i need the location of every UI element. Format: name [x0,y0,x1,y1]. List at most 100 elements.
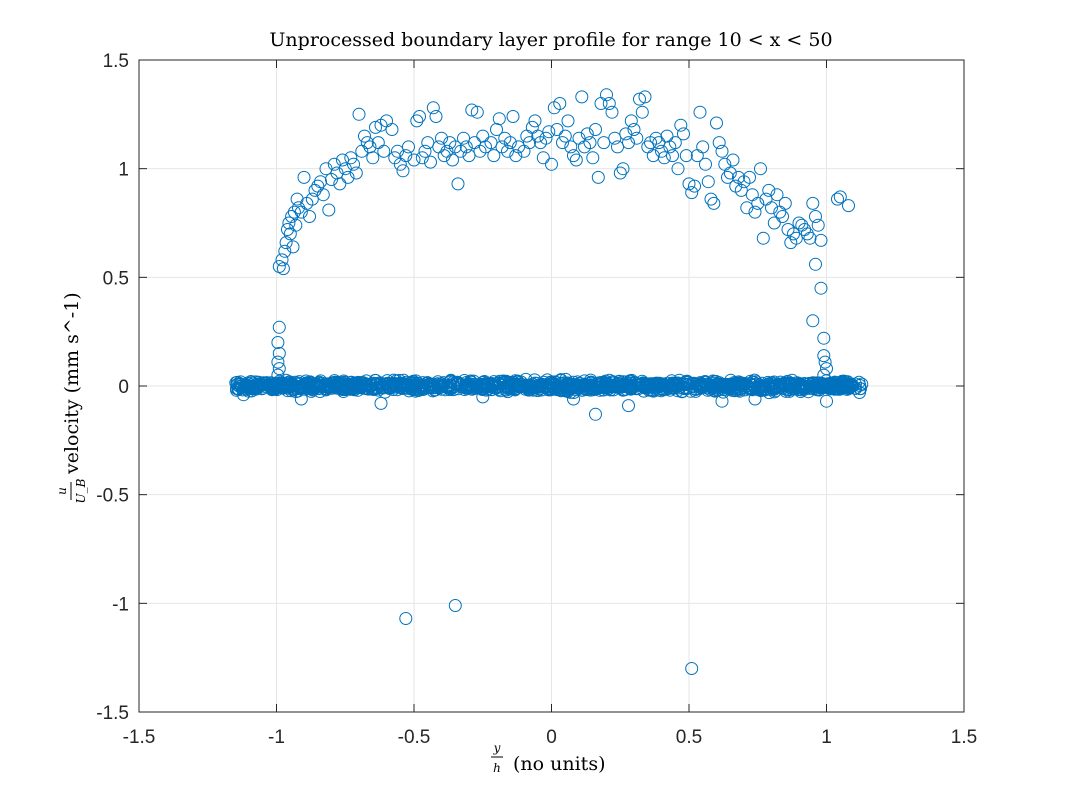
data-point [550,123,564,136]
data-point [671,162,685,176]
data-point [571,379,585,393]
data-point [735,379,748,392]
data-point [734,183,748,197]
data-point [391,144,404,158]
data-point [382,377,395,391]
y-tick-label: -1 [112,594,129,615]
data-point [633,92,646,106]
data-point [407,153,421,167]
data-point [374,396,388,410]
data-point [817,368,831,382]
data-point [704,192,718,206]
data-point [726,153,740,167]
data-point [457,131,470,145]
data-point [814,233,828,247]
data-point [611,140,624,154]
data-point [492,112,506,126]
x-tick-label: 1.5 [951,727,977,748]
data-point [313,381,327,395]
data-point [695,381,709,394]
data-point [341,170,355,184]
data-point [820,362,833,376]
data-point [232,376,246,390]
data-point [762,386,776,400]
data-point [385,123,399,136]
data-point [360,136,374,150]
data-point [399,612,413,625]
data-point [528,376,542,390]
data-point [552,383,566,397]
data-point [591,170,605,184]
data-point [282,216,296,230]
data-point [623,380,637,393]
data-point [272,362,286,376]
y-axis-label-text: velocity (mm s^-1) [61,292,83,475]
data-point [366,151,380,165]
data-point [833,190,847,204]
data-point [818,355,832,369]
data-point [352,107,366,121]
data-point [843,380,856,394]
data-point [454,378,468,391]
data-point [767,216,781,230]
data-point [567,149,580,163]
chart-title: Unprocessed boundary layer profile for r… [269,29,832,51]
data-point [605,105,619,119]
data-point [678,380,692,394]
data-point [536,151,550,165]
data-point [336,153,349,167]
data-point [668,379,682,393]
data-point [418,144,432,158]
data-point [710,116,723,130]
data-point [635,374,649,388]
data-point [448,599,462,612]
data-point [731,376,745,390]
x-tick-label: 0 [546,727,557,748]
data-point [624,114,638,128]
data-point [825,378,839,392]
data-point [598,380,612,393]
data-point [377,144,391,158]
data-point [336,377,350,391]
data-point [817,349,831,363]
data-point [460,378,474,392]
data-point [347,157,360,171]
data-point [743,170,756,184]
data-point [311,179,325,193]
x-tick-label: -1.5 [123,727,156,748]
data-point [575,90,589,104]
data-point [589,123,602,136]
data-point [685,662,699,675]
data-point [523,136,536,150]
data-point [528,114,542,128]
data-point [268,382,282,396]
data-point [319,162,333,176]
data-point [602,97,616,110]
data-point [429,110,443,123]
data-point [415,151,429,165]
data-point [752,380,766,394]
data-point [745,188,759,202]
data-point [512,380,525,394]
data-point [443,383,457,397]
data-point [723,166,737,180]
data-point [452,376,465,390]
data-point [600,88,613,102]
data-point [767,381,781,395]
data-point [666,149,679,163]
data-point [506,378,520,392]
data-point [820,394,833,408]
data-point [583,136,597,150]
data-point [338,162,352,176]
data-point [435,131,448,145]
data-point [601,378,614,392]
data-point [446,153,459,167]
data-point [424,155,437,169]
data-point [426,101,440,115]
data-point [649,131,663,145]
data-point [237,388,250,402]
data-point [652,136,666,150]
y-axis-label: u U_B velocity (mm s^-1) [55,292,88,503]
y-tick-label: 1.5 [103,51,129,72]
